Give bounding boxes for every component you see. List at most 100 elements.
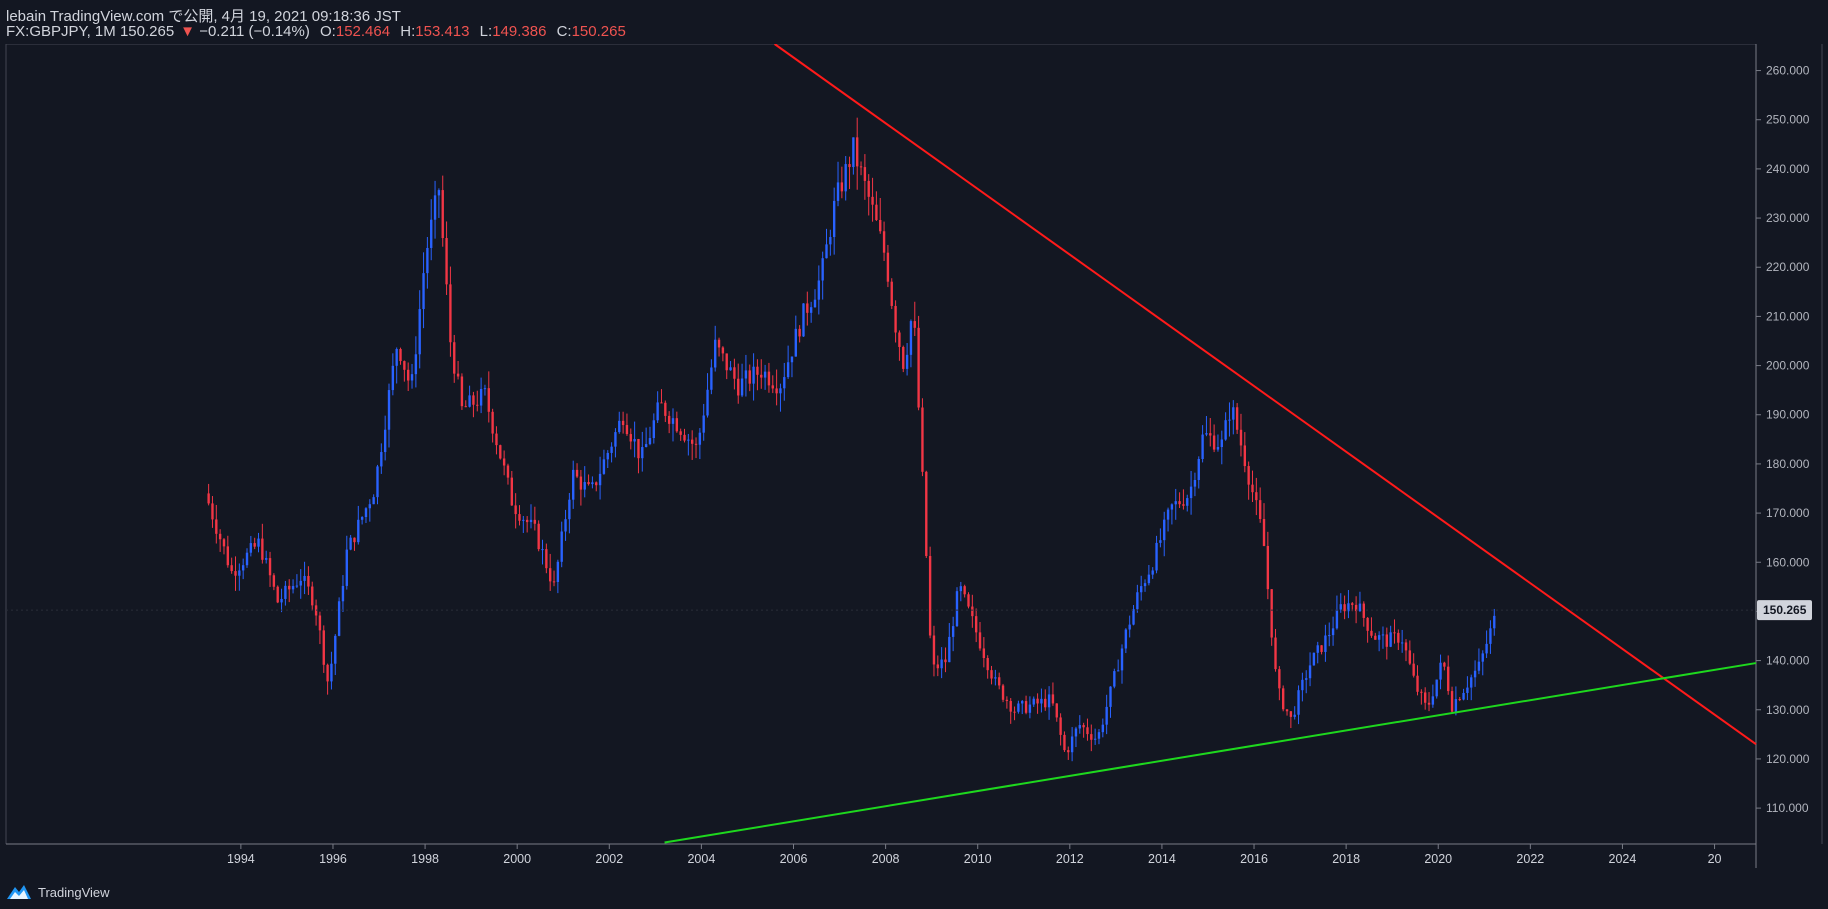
candle-body (322, 630, 325, 665)
y-tick-label: 180.000 (1766, 457, 1810, 471)
candle-body (1305, 678, 1308, 680)
candle-body (905, 354, 909, 369)
tradingview-brand[interactable]: TradingView (38, 884, 110, 900)
candle-body (1201, 434, 1204, 460)
candle-body (1316, 645, 1319, 653)
candle-body (871, 196, 874, 205)
candle-body (1427, 702, 1431, 705)
candle-body (238, 570, 241, 576)
symbol-label[interactable]: FX:GBPJPY, 1M (6, 23, 116, 40)
y-axis[interactable]: 110.000120.000130.000140.000150.000160.0… (1756, 64, 1810, 816)
candle-body (679, 431, 682, 435)
support-trendline[interactable] (664, 662, 1757, 844)
candle-body (1059, 717, 1062, 735)
candle-body (1366, 617, 1369, 631)
candle-body (399, 349, 402, 362)
candle-body (1493, 615, 1496, 629)
candle-body (1093, 738, 1097, 740)
candle-body (1155, 542, 1158, 571)
candle-body (1297, 690, 1300, 715)
candle-body (648, 438, 652, 445)
candle-body (568, 499, 571, 520)
candle-body (1454, 699, 1458, 712)
y-tick-label: 230.000 (1766, 211, 1810, 225)
candle-body (890, 281, 893, 306)
y-tick-label: 140.000 (1766, 654, 1810, 668)
candle-body (898, 332, 901, 347)
candle-body (1439, 662, 1442, 680)
candle-body (1255, 492, 1258, 501)
candle-body (1466, 687, 1469, 693)
candle-body (618, 420, 621, 433)
candle-body (579, 476, 583, 490)
candle-body (1021, 701, 1024, 704)
candle-body (353, 537, 356, 543)
x-tick-label: 2000 (503, 852, 531, 866)
y-tick-label: 190.000 (1766, 408, 1810, 422)
last-price-tag-bg (1757, 600, 1812, 621)
candle-body (222, 539, 226, 547)
candle-body (1481, 653, 1484, 662)
candle-body (1374, 635, 1377, 640)
candle-body (1005, 699, 1009, 701)
candle-body (825, 244, 828, 259)
candle-body (564, 519, 567, 532)
candle-body (1040, 698, 1043, 704)
candle-body (349, 537, 352, 550)
close-label: C: (556, 23, 572, 40)
x-tick-label: 2018 (1332, 852, 1360, 866)
candle-body (1351, 603, 1354, 605)
candle-body (1220, 439, 1223, 448)
candle-body (1209, 433, 1212, 436)
ohlc-legend[interactable]: FX:GBPJPY, 1M 150.265 ▼ −0.211 (−0.14%) O… (6, 23, 626, 40)
candle-body (1070, 736, 1074, 753)
candle-body (625, 425, 629, 435)
candle-body (1324, 635, 1327, 652)
candle-body (1147, 574, 1151, 584)
candle-body (207, 493, 210, 504)
candle-body (403, 361, 406, 370)
candle-body (606, 452, 609, 460)
candle-body (675, 418, 679, 432)
candle-body (372, 497, 375, 505)
candle-body (779, 388, 782, 394)
candle-body (1489, 628, 1492, 644)
candle-body (809, 307, 813, 313)
candle-body (1235, 407, 1239, 430)
x-tick-label: 2022 (1516, 852, 1544, 866)
candle-body (529, 519, 533, 523)
candle-body (410, 374, 414, 381)
y-tick-label: 260.000 (1766, 64, 1810, 78)
x-axis[interactable]: 1994 1996 1998 2000 2002 2004 2006 2008 2010 2012… (227, 844, 1722, 866)
candle-body (729, 367, 732, 371)
candle-body (272, 575, 276, 587)
candle-body (1055, 703, 1058, 718)
candle-body (1400, 642, 1404, 644)
x-tick-label: 2020 (1424, 852, 1452, 866)
candle-body (737, 378, 740, 396)
x-tick-label: 2002 (595, 852, 623, 866)
open-label: O: (320, 23, 336, 40)
candle-body (863, 167, 867, 181)
candle-body (1320, 645, 1323, 652)
candle-body (1243, 445, 1247, 467)
candle-body (1078, 725, 1081, 729)
candle-body (387, 390, 391, 430)
candle-body (963, 586, 966, 595)
candle-body (583, 482, 586, 490)
header: lebain TradingView.com で公開, 4月 19, 2021 … (0, 0, 1828, 44)
candle-body (790, 356, 794, 363)
resistance-trendline[interactable] (773, 43, 1757, 745)
candle-body (407, 369, 410, 381)
candle-body (978, 632, 982, 649)
candle-body (882, 231, 886, 253)
candle-body (552, 581, 556, 583)
publish-info: lebain TradingView.com で公開, 4月 19, 2021 … (6, 8, 401, 25)
candle-body (1397, 632, 1400, 643)
candle-body (1105, 706, 1108, 725)
candle-body (1270, 589, 1273, 638)
candle-body (1028, 704, 1032, 713)
candle-body (802, 303, 805, 337)
candle-body (257, 538, 260, 547)
